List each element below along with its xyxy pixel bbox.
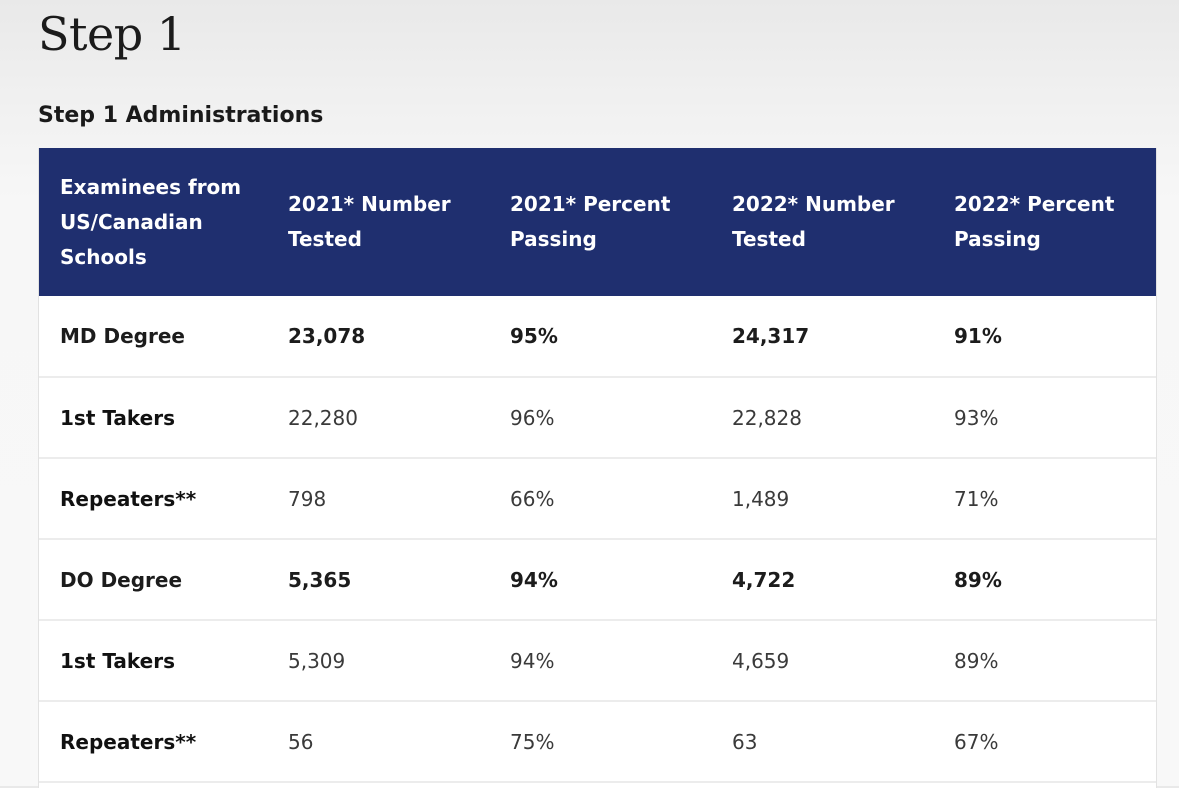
cell-2022-percent-passing: 89% [954,648,999,673]
row-label: Repeaters** [60,486,197,511]
administrations-table-container: Examinees from US/Canadian Schools 2021*… [38,148,1157,788]
row-label: 1st Takers [60,648,175,673]
table-header-row: Examinees from US/Canadian Schools 2021*… [39,148,1156,296]
table-header: Examinees from US/Canadian Schools 2021*… [39,148,1156,296]
row-label: Repeaters** [60,729,197,754]
cell-2022-percent-passing: 93% [954,405,999,430]
column-header-2022-percent-passing: 2022* Percent Passing [954,192,1115,251]
cell-2021-percent-passing: 66% [510,486,555,511]
cell-2022-number-tested: 4,722 [732,567,796,592]
cell-2022-percent-passing: 91% [954,324,1002,348]
page-title: Step 1 [38,7,186,61]
cell-2022-percent-passing: 67% [954,729,999,754]
column-header-2022-number-tested: 2022* Number Tested [732,192,895,251]
table-row-md-repeaters: Repeaters** 798 66% 1,489 71% [39,458,1156,539]
administrations-table: Examinees from US/Canadian Schools 2021*… [39,148,1156,783]
row-label: 1st Takers [60,405,175,430]
table-body: MD Degree 23,078 95% 24,317 91% 1st Take… [39,296,1156,782]
cell-2021-number-tested: 798 [288,486,327,511]
table-row-do-repeaters: Repeaters** 56 75% 63 67% [39,701,1156,782]
cell-2021-number-tested: 5,309 [288,648,346,673]
table-row-md-1st-takers: 1st Takers 22,280 96% 22,828 93% [39,377,1156,458]
cell-2022-percent-passing: 89% [954,567,1002,592]
cell-2021-percent-passing: 75% [510,729,555,754]
table-row-md-degree: MD Degree 23,078 95% 24,317 91% [39,296,1156,377]
cell-2022-number-tested: 1,489 [732,486,790,511]
cell-2022-number-tested: 24,317 [732,324,810,348]
cell-2021-percent-passing: 94% [510,648,555,673]
cell-2021-percent-passing: 96% [510,405,555,430]
column-header-2021-number-tested: 2021* Number Tested [288,192,451,251]
cell-2021-number-tested: 5,365 [288,567,352,592]
table-row-do-degree: DO Degree 5,365 94% 4,722 89% [39,539,1156,620]
section-title: Step 1 Administrations [38,103,324,128]
cell-2021-number-tested: 22,280 [288,405,358,430]
table-row-do-1st-takers: 1st Takers 5,309 94% 4,659 89% [39,620,1156,701]
cell-2022-number-tested: 22,828 [732,405,802,430]
cell-2021-number-tested: 23,078 [288,324,366,348]
cell-2021-percent-passing: 94% [510,567,558,592]
cell-2021-percent-passing: 95% [510,324,558,348]
cell-2021-number-tested: 56 [288,729,314,754]
column-header-2021-percent-passing: 2021* Percent Passing [510,192,671,251]
cell-2022-number-tested: 4,659 [732,648,790,673]
row-label: DO Degree [60,567,183,592]
row-label: MD Degree [60,324,185,348]
cell-2022-percent-passing: 71% [954,486,999,511]
cell-2022-number-tested: 63 [732,729,758,754]
column-header-examinees: Examinees from US/Canadian Schools [60,174,242,269]
